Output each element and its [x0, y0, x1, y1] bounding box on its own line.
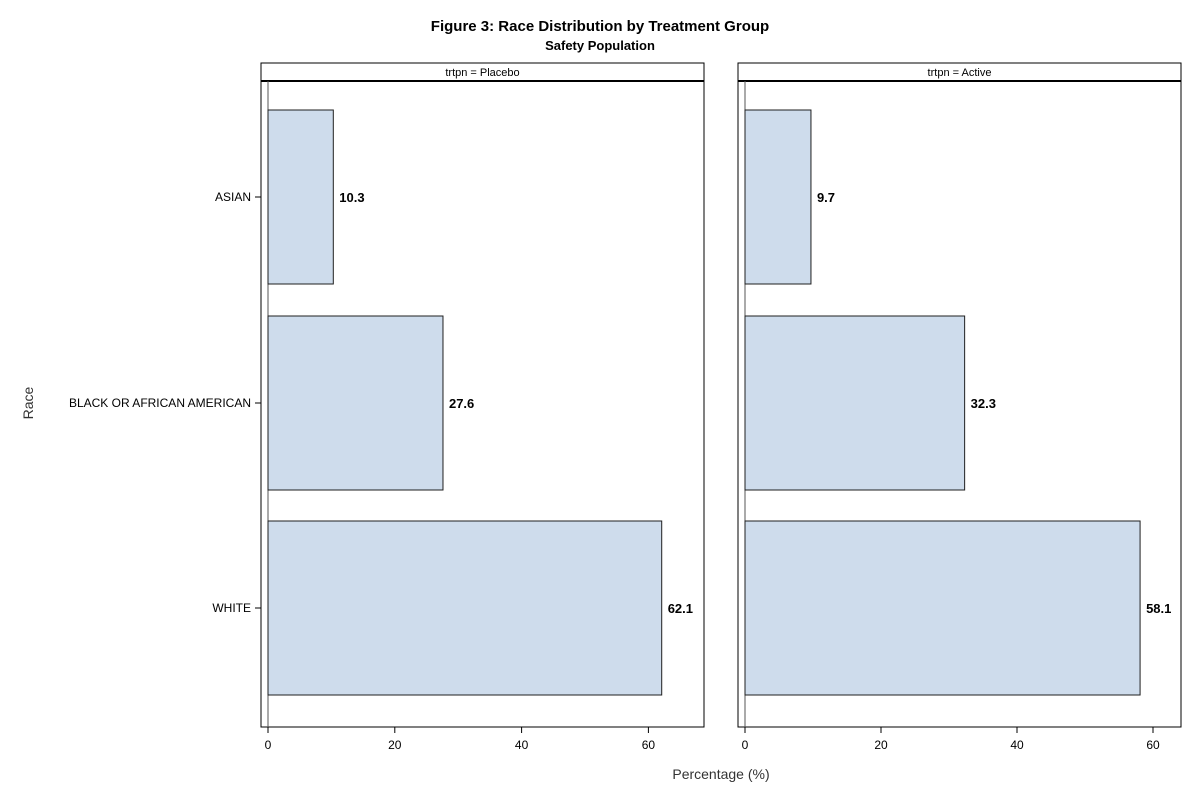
panel-header: trtpn = Placebo: [445, 67, 519, 79]
chart-subtitle: Safety Population: [545, 38, 655, 53]
x-tick-label: 60: [642, 738, 656, 752]
x-tick-label: 40: [515, 738, 529, 752]
data-label: 10.3: [339, 190, 364, 205]
panel-frame: [260, 62, 705, 728]
y-axis-label: Race: [20, 386, 36, 419]
panel-header: trtpn = Active: [928, 67, 992, 79]
y-category-label: WHITE: [212, 601, 251, 615]
x-tick-label: 0: [742, 738, 749, 752]
x-tick-label: 20: [388, 738, 402, 752]
panel-2: trtpn = Active 9.7 32.3 58.1 0 20 40 60: [737, 62, 1182, 752]
bar: [267, 315, 444, 491]
panel-1: trtpn = Placebo 10.3 27.6 62.1 0 20 40 60: [260, 62, 705, 752]
x-tick-label: 60: [1146, 738, 1160, 752]
data-label: 27.6: [449, 396, 474, 411]
data-label: 62.1: [668, 601, 693, 616]
bar: [744, 315, 966, 491]
data-label: 32.3: [971, 396, 996, 411]
chart-title: Figure 3: Race Distribution by Treatment…: [431, 18, 769, 35]
x-tick-label: 20: [874, 738, 888, 752]
bar: [267, 520, 663, 696]
data-label: 9.7: [817, 190, 835, 205]
bar: [267, 109, 334, 285]
y-category-label: ASIAN: [215, 190, 251, 204]
x-axis-label: Percentage (%): [672, 766, 769, 782]
x-tick-label: 40: [1010, 738, 1024, 752]
data-label: 58.1: [1146, 601, 1171, 616]
y-category-label: BLACK OR AFRICAN AMERICAN: [69, 396, 251, 410]
bar: [744, 520, 1141, 696]
panel-frame: [737, 62, 1182, 728]
x-tick-label: 0: [265, 738, 272, 752]
bar: [744, 109, 812, 285]
